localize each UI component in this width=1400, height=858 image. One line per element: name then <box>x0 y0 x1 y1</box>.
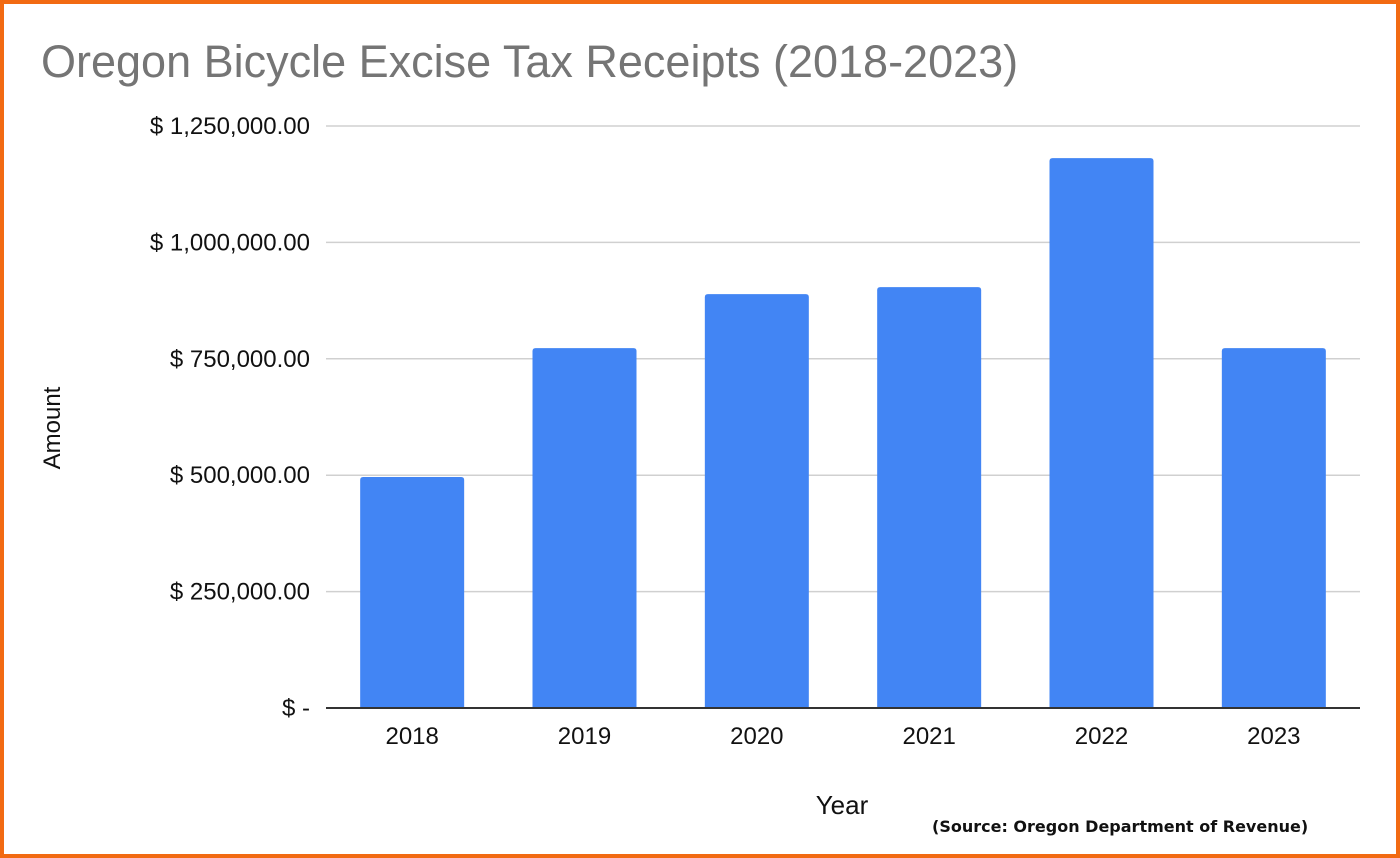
gridlines <box>326 125 1360 593</box>
y-axis-label: Amount <box>39 386 66 469</box>
x-tick-label: 2023 <box>1247 723 1300 750</box>
chart-title: Oregon Bicycle Excise Tax Receipts (2018… <box>41 36 1019 87</box>
bar-2021 <box>877 287 982 708</box>
y-tick-label: $ 1,250,000.00 <box>150 113 310 140</box>
y-tick-label: $ 750,000.00 <box>170 346 310 373</box>
x-axis-label: Year <box>816 790 869 820</box>
bar-chart: $ - $ 250,000.00 $ 500,000.00 $ 750,000.00 $… <box>39 113 1360 820</box>
bar-2018 <box>360 477 465 708</box>
x-tick-label: 2021 <box>902 723 955 750</box>
source-note: (Source: Oregon Department of Revenue) <box>932 817 1309 836</box>
y-tick-label: $ 500,000.00 <box>170 462 310 489</box>
x-tick-label: 2018 <box>385 723 438 750</box>
bar-2022 <box>1049 158 1154 708</box>
x-tick-label: 2022 <box>1075 723 1128 750</box>
y-axis-ticks: $ - $ 250,000.00 $ 500,000.00 $ 750,000.00 $… <box>150 113 310 722</box>
bar-2020 <box>704 294 809 708</box>
y-tick-label: $ 250,000.00 <box>170 579 310 606</box>
y-tick-label: $ 1,000,000.00 <box>150 229 310 256</box>
y-tick-label: $ - <box>282 695 310 722</box>
bars <box>360 158 1326 708</box>
x-tick-label: 2020 <box>730 723 783 750</box>
x-axis-ticks: 2018 2019 2020 2021 2022 2023 <box>385 723 1300 750</box>
x-tick-label: 2019 <box>558 723 611 750</box>
bar-2019 <box>532 348 637 708</box>
bar-2023 <box>1221 348 1326 708</box>
